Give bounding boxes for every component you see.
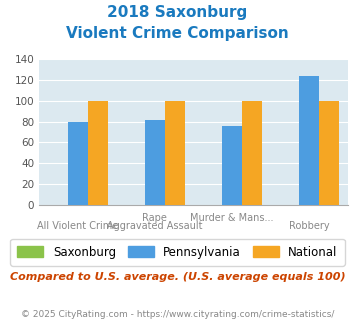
- Text: 2018 Saxonburg: 2018 Saxonburg: [107, 5, 248, 20]
- Text: Robbery: Robbery: [289, 221, 329, 231]
- Text: Murder & Mans...: Murder & Mans...: [190, 213, 274, 223]
- Text: Rape: Rape: [142, 213, 167, 223]
- Text: Violent Crime Comparison: Violent Crime Comparison: [66, 26, 289, 41]
- Bar: [299, 76, 320, 205]
- Text: Compared to U.S. average. (U.S. average equals 100): Compared to U.S. average. (U.S. average …: [10, 272, 345, 282]
- Bar: [145, 119, 165, 205]
- Legend: Saxonburg, Pennsylvania, National: Saxonburg, Pennsylvania, National: [10, 239, 345, 266]
- Bar: [320, 101, 339, 205]
- Bar: [242, 101, 262, 205]
- Bar: [165, 101, 185, 205]
- Bar: [88, 101, 108, 205]
- Text: Aggravated Assault: Aggravated Assault: [107, 221, 203, 231]
- Text: © 2025 CityRating.com - https://www.cityrating.com/crime-statistics/: © 2025 CityRating.com - https://www.city…: [21, 310, 334, 319]
- Bar: [67, 122, 88, 205]
- Text: All Violent Crime: All Violent Crime: [37, 221, 118, 231]
- Bar: [222, 126, 242, 205]
